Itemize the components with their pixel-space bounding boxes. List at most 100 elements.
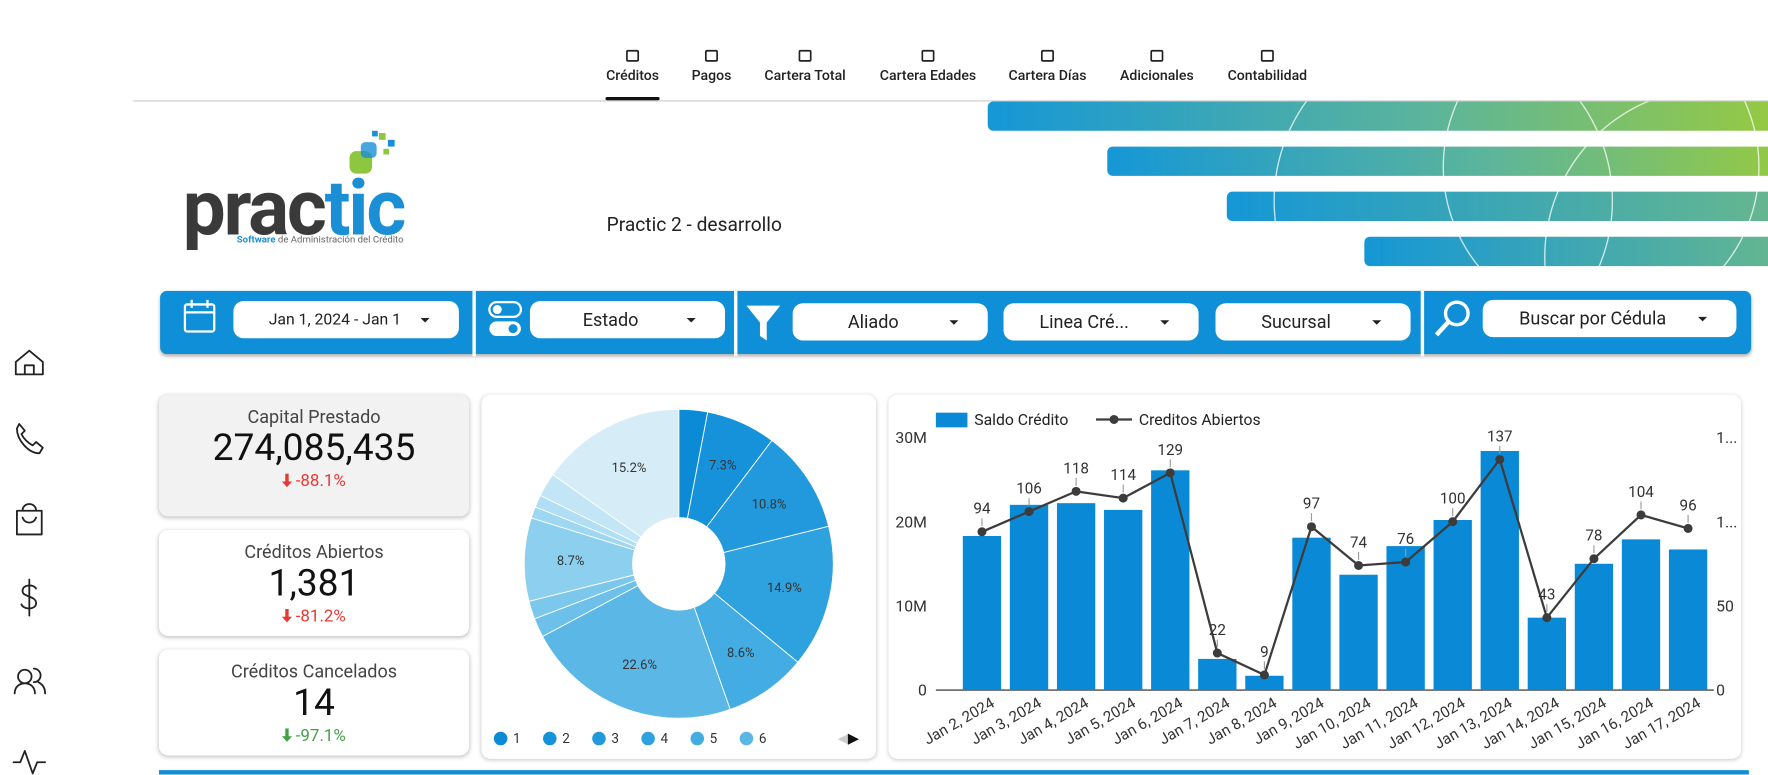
tab-icon [921, 49, 935, 62]
nav-tab[interactable]: Cartera Total [737, 47, 872, 85]
logo-icon [349, 130, 395, 174]
filter-dropdown[interactable]: Linea Cré... [1003, 303, 1199, 341]
pie-slice [706, 439, 830, 554]
filter-dropdown[interactable]: Estado [529, 301, 726, 339]
data-label: 97 [1303, 495, 1320, 513]
tab-label[interactable]: Cartera Total [764, 67, 846, 85]
shop-icon[interactable] [16, 503, 43, 536]
kpi-card: Créditos Abiertos 1,381 -81.2% [158, 529, 470, 636]
data-label: 96 [1680, 496, 1697, 514]
data-label: 114 [1110, 466, 1136, 484]
bar [1292, 537, 1331, 691]
legend-swatch [739, 731, 754, 746]
line-point [1024, 507, 1034, 517]
kpi-change: -97.1% [295, 725, 346, 746]
y2-tick-label: 1... [1716, 512, 1737, 531]
home-icon[interactable] [14, 349, 44, 376]
tab-icon [1260, 49, 1274, 62]
legend-label: 1 [513, 731, 521, 747]
nav-tab[interactable]: Pagos [644, 47, 779, 85]
legend-label: 4 [661, 731, 669, 747]
pie-slice [552, 408, 680, 538]
nav-tab[interactable]: Cartera Edades [860, 47, 995, 85]
data-label: 118 [1063, 459, 1089, 477]
kpi-card: Capital Prestado 274,085,435 -88.1% [158, 394, 470, 517]
tab-icon [626, 49, 640, 62]
legend-next[interactable]: ▶ [848, 729, 860, 747]
data-label: 129 [1157, 441, 1183, 459]
down-arrow [282, 608, 293, 623]
tab-label[interactable]: Cartera Días [1008, 67, 1087, 85]
kpi-change-row: -97.1% [159, 725, 469, 745]
subtitle: Practic 2 - desarrollo [606, 214, 782, 237]
tab-icon [1041, 49, 1054, 62]
users-icon[interactable] [13, 667, 47, 695]
data-label: 78 [1585, 527, 1602, 545]
line-point [1259, 670, 1269, 680]
y2-tick-label: 0 [1716, 681, 1725, 700]
nav-divider [133, 100, 1768, 102]
logo: practic [183, 169, 407, 248]
kpi-label: Créditos Cancelados [230, 660, 398, 683]
bar [962, 535, 1002, 691]
legend-label: Creditos Abiertos [1139, 410, 1261, 429]
y-tick-label: 10M [895, 597, 927, 616]
legend-swatch [690, 731, 705, 746]
filter-date[interactable]: Jan 1, 2024 - Jan 1 [233, 301, 459, 339]
slice-label: 7.3% [709, 458, 736, 473]
bar [1621, 539, 1661, 691]
calendar-icon [183, 299, 216, 333]
nav-tab[interactable]: Cartera Días [980, 47, 1115, 85]
logo-tagline-bold: Software [236, 234, 276, 246]
phone-icon[interactable] [16, 423, 44, 455]
slice-label: 22.6% [622, 658, 657, 673]
logo-text: tic [324, 163, 407, 254]
kpi-card: Créditos Cancelados 14 -97.1% [158, 649, 470, 756]
line-point [1354, 560, 1364, 570]
y2-tick-label: 1... [1716, 428, 1737, 447]
filter-dropdown[interactable]: Sucursal [1215, 303, 1411, 341]
header-decoration [987, 99, 1768, 271]
data-label: 22 [1209, 621, 1226, 639]
activity-icon[interactable] [12, 750, 47, 775]
legend-swatch [641, 731, 655, 746]
line-point [1165, 468, 1175, 478]
tab-label[interactable]: Créditos [606, 67, 660, 85]
legend-label: 3 [611, 731, 619, 747]
slice-label: 8.7% [557, 554, 584, 569]
filter-icon [746, 305, 781, 341]
logo-tagline: Software de Administración del Crédito [237, 235, 404, 246]
bar [1056, 503, 1096, 691]
filter-dropdown[interactable]: Aliado [792, 303, 988, 341]
tab-label[interactable]: Pagos [691, 67, 732, 85]
line-point [1118, 493, 1128, 503]
kpi-value: 274,085,435 [212, 426, 416, 471]
nav-tab[interactable]: Adicionales [1089, 47, 1224, 85]
nav-tab[interactable]: Contabilidad [1200, 47, 1335, 85]
slice-label: 14.9% [767, 581, 802, 596]
bar [1151, 470, 1190, 691]
line-point [1448, 517, 1458, 527]
pie-slice [541, 584, 731, 719]
tab-label[interactable]: Contabilidad [1227, 67, 1308, 85]
search-icon [1434, 300, 1470, 337]
kpi-change: -88.1% [295, 470, 346, 491]
toggle-icon [488, 301, 523, 337]
legend-prev[interactable]: ◀ [838, 729, 850, 747]
data-label: 76 [1397, 530, 1414, 548]
legend-label: 5 [710, 731, 718, 747]
filter-search[interactable]: Buscar por Cédula [1482, 299, 1737, 338]
bottom-bar [158, 770, 1749, 775]
down-arrow [282, 473, 293, 488]
y-tick-label: 20M [895, 512, 927, 531]
filter-separator [734, 290, 738, 357]
y-tick-label: 30M [895, 428, 927, 447]
tab-label[interactable]: Cartera Edades [879, 67, 977, 85]
nav-tab[interactable]: Créditos [565, 47, 700, 85]
tab-label[interactable]: Adicionales [1120, 67, 1194, 85]
data-label: 43 [1538, 586, 1555, 604]
money-icon[interactable] [20, 578, 37, 617]
bar [1339, 574, 1378, 691]
line-point [1071, 486, 1081, 496]
